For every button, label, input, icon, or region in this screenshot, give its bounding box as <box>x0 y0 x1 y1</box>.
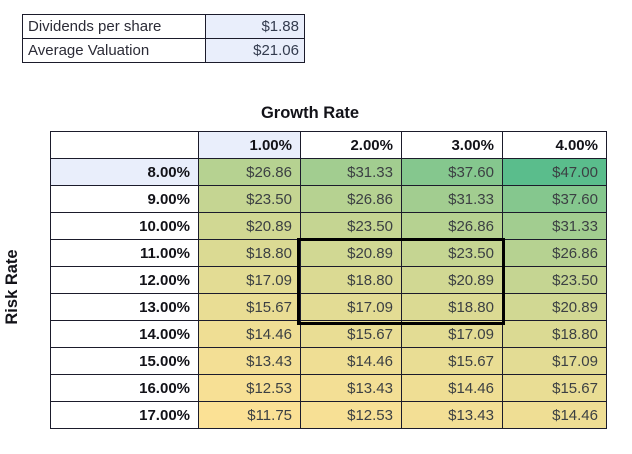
summary-row: Dividends per share $1.88 <box>22 14 305 39</box>
row-label-cell[interactable]: 11.00% <box>50 239 199 267</box>
summary-table-body: Dividends per share $1.88 Average Valuatio… <box>22 14 305 63</box>
value-cell[interactable]: $18.80 <box>401 293 503 321</box>
value-cell[interactable]: $17.09 <box>502 347 607 375</box>
value-cell[interactable]: $23.50 <box>198 185 301 213</box>
value-cell[interactable]: $15.67 <box>300 320 402 348</box>
value-cell[interactable]: $31.33 <box>401 185 503 213</box>
summary-label-cell[interactable]: Average Valuation <box>22 38 206 63</box>
value-cell[interactable]: $37.60 <box>502 185 607 213</box>
value-cell[interactable]: $12.53 <box>198 374 301 402</box>
sensitivity-row: 9.00% $23.50 $26.86 $31.33 $37.60 <box>50 185 607 213</box>
value-cell[interactable]: $14.46 <box>401 374 503 402</box>
value-cell[interactable]: $26.86 <box>502 239 607 267</box>
sensitivity-row: 14.00% $14.46 $15.67 $17.09 $18.80 <box>50 320 607 348</box>
summary-value-cell[interactable]: $1.88 <box>205 14 305 39</box>
value-cell[interactable]: $12.53 <box>300 401 402 429</box>
summary-table: Dividends per share $1.88 Average Valuatio… <box>22 14 305 63</box>
value-cell[interactable]: $15.67 <box>198 293 301 321</box>
sensitivity-row: 16.00% $12.53 $13.43 $14.46 $15.67 <box>50 374 607 402</box>
value-cell[interactable]: $20.89 <box>502 293 607 321</box>
row-label-cell[interactable]: 14.00% <box>50 320 199 348</box>
row-label-cell[interactable]: 13.00% <box>50 293 199 321</box>
sensitivity-row: 15.00% $13.43 $14.46 $15.67 $17.09 <box>50 347 607 375</box>
col-header-cell[interactable]: 1.00% <box>198 131 301 159</box>
corner-cell[interactable] <box>50 131 199 159</box>
value-cell[interactable]: $15.67 <box>401 347 503 375</box>
value-cell[interactable]: $23.50 <box>300 212 402 240</box>
value-cell[interactable]: $31.33 <box>300 158 402 186</box>
value-cell[interactable]: $17.09 <box>300 293 402 321</box>
row-label-cell[interactable]: 10.00% <box>50 212 199 240</box>
col-header-cell[interactable]: 2.00% <box>300 131 402 159</box>
value-cell[interactable]: $13.43 <box>198 347 301 375</box>
sensitivity-table-body: 8.00% $26.86 $31.33 $37.60 $47.00 9.00% $23.50… <box>50 158 607 429</box>
row-label-cell[interactable]: 15.00% <box>50 347 199 375</box>
growth-rate-title[interactable]: Growth Rate <box>260 104 360 122</box>
row-label-cell[interactable]: 16.00% <box>50 374 199 402</box>
value-cell[interactable]: $23.50 <box>401 239 503 267</box>
value-cell[interactable]: $17.09 <box>198 266 301 294</box>
sensitivity-row: 17.00% $11.75 $12.53 $13.43 $14.46 <box>50 401 607 429</box>
sensitivity-row: 13.00% $15.67 $17.09 $18.80 $20.89 <box>50 293 607 321</box>
sensitivity-header-row: 1.00% 2.00% 3.00% 4.00% <box>50 131 607 159</box>
value-cell[interactable]: $31.33 <box>502 212 607 240</box>
summary-label-cell[interactable]: Dividends per share <box>22 14 206 39</box>
row-label-cell[interactable]: 8.00% <box>50 158 199 186</box>
value-cell[interactable]: $23.50 <box>502 266 607 294</box>
value-cell[interactable]: $11.75 <box>198 401 301 429</box>
value-cell[interactable]: $14.46 <box>300 347 402 375</box>
col-header-cell[interactable]: 3.00% <box>401 131 503 159</box>
value-cell[interactable]: $14.46 <box>198 320 301 348</box>
row-label-cell[interactable]: 9.00% <box>50 185 199 213</box>
value-cell[interactable]: $26.86 <box>300 185 402 213</box>
value-cell[interactable]: $18.80 <box>198 239 301 267</box>
sensitivity-row: 12.00% $17.09 $18.80 $20.89 $23.50 <box>50 266 607 294</box>
risk-rate-axis-label[interactable]: Risk Rate <box>3 249 21 325</box>
value-cell[interactable]: $18.80 <box>300 266 402 294</box>
value-cell[interactable]: $17.09 <box>401 320 503 348</box>
sensitivity-row: 10.00% $20.89 $23.50 $26.86 $31.33 <box>50 212 607 240</box>
value-cell[interactable]: $20.89 <box>401 266 503 294</box>
summary-row: Average Valuation $21.06 <box>22 38 305 63</box>
col-header-cell[interactable]: 4.00% <box>502 131 607 159</box>
value-cell[interactable]: $14.46 <box>502 401 607 429</box>
value-cell[interactable]: $47.00 <box>502 158 607 186</box>
row-label-cell[interactable]: 17.00% <box>50 401 199 429</box>
value-cell[interactable]: $18.80 <box>502 320 607 348</box>
value-cell[interactable]: $13.43 <box>300 374 402 402</box>
value-cell[interactable]: $26.86 <box>198 158 301 186</box>
value-cell[interactable]: $20.89 <box>300 239 402 267</box>
value-cell[interactable]: $20.89 <box>198 212 301 240</box>
value-cell[interactable]: $13.43 <box>401 401 503 429</box>
row-label-cell[interactable]: 12.00% <box>50 266 199 294</box>
sensitivity-row: 11.00% $18.80 $20.89 $23.50 $26.86 <box>50 239 607 267</box>
value-cell[interactable]: $37.60 <box>401 158 503 186</box>
sensitivity-row: 8.00% $26.86 $31.33 $37.60 $47.00 <box>50 158 607 186</box>
value-cell[interactable]: $26.86 <box>401 212 503 240</box>
sensitivity-table: 1.00% 2.00% 3.00% 4.00% 8.00% $26.86 $31.33 $3… <box>50 131 607 429</box>
value-cell[interactable]: $15.67 <box>502 374 607 402</box>
summary-value-cell[interactable]: $21.06 <box>205 38 305 63</box>
